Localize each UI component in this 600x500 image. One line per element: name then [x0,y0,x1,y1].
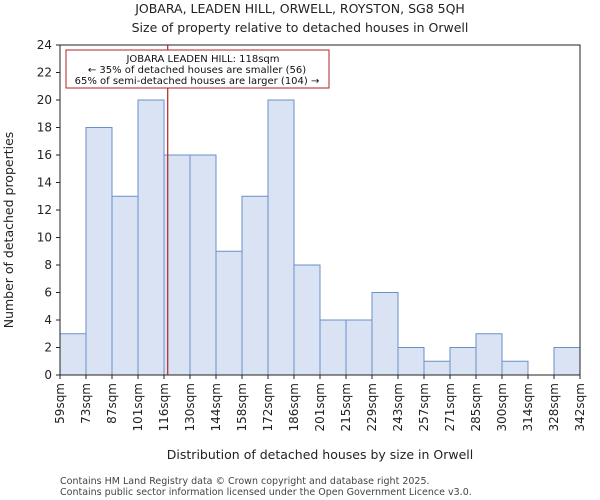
x-tick-label-144sqm: 144sqm [209,383,223,431]
annotation-frame [65,49,330,89]
x-tick-label-116sqm: 116sqm [157,383,171,431]
bar-158sqm [241,195,269,376]
bar-257sqm [423,360,451,376]
y-tick-label-12: 12 [37,203,52,217]
x-tick-label-285sqm: 285sqm [469,383,483,431]
x-tick-label-201sqm: 201sqm [313,383,327,431]
x-tick-label-172sqm: 172sqm [261,383,275,431]
y-tick-label-14: 14 [37,176,52,190]
annotation-line-1: JOBARA LEADEN HILL: 118sqm [125,54,279,65]
chart-subtitle: Size of property relative to detached ho… [132,20,469,35]
bar-271sqm [449,347,477,376]
plot-frame [59,44,581,376]
y-tick-label-8: 8 [44,258,52,272]
annotation-box: JOBARA LEADEN HILL: 118sqm ← 35% of deta… [65,49,330,89]
x-tick-label-314sqm: 314sqm [521,383,535,431]
y-tick-label-18: 18 [37,121,52,135]
bar-328sqm [553,347,581,376]
y-tick-label-2: 2 [44,341,52,355]
bar-285sqm [475,333,503,376]
y-tick-label-4: 4 [44,313,52,327]
y-tick-label-22: 22 [37,66,52,80]
bar-201sqm [319,319,347,376]
y-tick-label-24: 24 [37,38,52,52]
bar-59sqm [59,333,87,376]
annotation-line-2: ← 35% of detached houses are smaller (56… [88,65,306,76]
bar-144sqm [215,250,243,376]
y-axis-label: Number of detached properties [1,132,16,329]
bar-243sqm [397,347,425,376]
x-tick-label-59sqm: 59sqm [53,383,67,424]
x-tick-label-257sqm: 257sqm [417,383,431,431]
x-axis-label: Distribution of detached houses by size … [167,447,473,462]
x-tick-label-215sqm: 215sqm [339,383,353,431]
x-tick-label-342sqm: 342sqm [573,383,587,431]
y-tick-label-6: 6 [44,286,52,300]
y-tick-label-10: 10 [37,231,52,245]
x-tick-label-186sqm: 186sqm [287,383,301,431]
x-tick-label-87sqm: 87sqm [105,383,119,424]
x-tick-label-229sqm: 229sqm [365,383,379,431]
x-axis: 59sqm 73sqm 87sqm 101sqm 116sqm 130sqm 144sqm 1… [53,375,587,431]
y-tick-label-0: 0 [44,368,52,382]
bar-300sqm [501,360,529,376]
chart-title: JOBARA, LEADEN HILL, ORWELL, ROYSTON, SG… [134,1,465,16]
bars-group [59,99,581,376]
bar-172sqm [267,99,295,376]
bar-87sqm [111,195,139,376]
y-tick-label-16: 16 [37,148,52,162]
x-tick-label-328sqm: 328sqm [547,383,561,431]
bar-130sqm [189,154,217,376]
footer-line-1: Contains HM Land Registry data © Crown c… [60,476,430,487]
bar-101sqm [137,99,165,376]
x-tick-label-271sqm: 271sqm [443,383,457,431]
bar-215sqm [345,319,373,376]
y-tick-label-20: 20 [37,93,52,107]
bar-186sqm [293,264,321,376]
x-tick-label-243sqm: 243sqm [391,383,405,431]
x-tick-label-101sqm: 101sqm [131,383,145,431]
x-tick-label-130sqm: 130sqm [183,383,197,431]
x-tick-label-73sqm: 73sqm [79,383,93,424]
bar-73sqm [85,127,113,376]
x-tick-label-300sqm: 300sqm [495,383,509,431]
x-tick-label-158sqm: 158sqm [235,383,249,431]
annotation-line-3: 65% of semi-detached houses are larger (… [75,76,320,87]
footer-line-2: Contains public sector information licen… [60,487,472,498]
bar-229sqm [371,292,399,376]
bar-116sqm [163,154,191,376]
